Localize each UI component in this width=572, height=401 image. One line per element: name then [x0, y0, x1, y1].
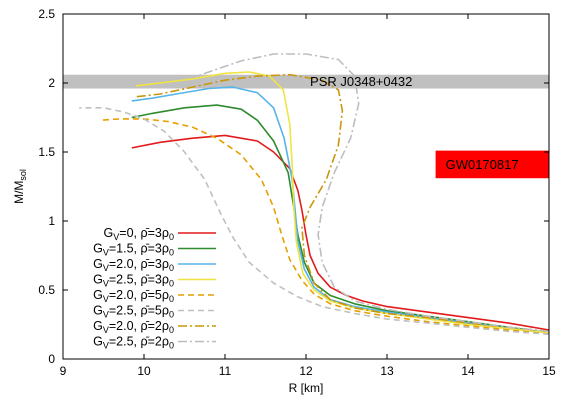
legend-rho: ρ̄	[140, 273, 149, 287]
legend-text: =3ρ	[148, 257, 169, 271]
legend-text: G	[93, 335, 103, 349]
legend-sub: 0	[169, 294, 174, 304]
series-layer	[79, 53, 550, 335]
axis-titles: R [km] M/Msol	[12, 169, 323, 395]
legend-label-4: GV=2.5, ρ̄=3ρ0	[93, 273, 174, 289]
legend-rho: ρ̄	[140, 335, 149, 349]
y-tick-label: 1	[48, 214, 55, 228]
x-tick-label: 15	[542, 364, 556, 378]
legend-sub: V	[103, 310, 109, 320]
gw-band-label: GW0170817	[446, 157, 519, 172]
series-line-1	[131, 134, 550, 331]
legend-rho: ρ̄	[140, 242, 149, 256]
legend-label-2: GV=1.5, ρ̄=3ρ0	[93, 242, 174, 258]
legend-sub: 0	[169, 232, 174, 242]
legend-rho: ρ̄	[140, 257, 149, 271]
gw-band	[435, 150, 549, 179]
legend-label-3: GV=2.0, ρ̄=3ρ0	[93, 257, 174, 273]
legend-rho: ρ̄	[140, 226, 149, 240]
legend-text: =5ρ	[148, 304, 169, 318]
legend-sub: 0	[169, 310, 174, 320]
y-tick-label: 1.5	[38, 145, 55, 159]
legend-text: G	[93, 242, 103, 256]
legend-text: G	[93, 304, 103, 318]
legend-label-1: GV=0, ρ̄=3ρ0	[104, 226, 174, 242]
y-tick-label: 2	[48, 76, 55, 90]
legend-text: G	[93, 273, 103, 287]
y-axis-title: M/Msol	[12, 169, 28, 204]
x-tick-label: 13	[380, 364, 394, 378]
y-axis-title-main: M/M	[12, 181, 26, 204]
legend-text: =2.0,	[109, 288, 141, 302]
bands-layer	[63, 74, 549, 179]
ticks-layer: 9 10 11 12 13 14 15 0 0.5 1 1.5 2 2.5	[38, 7, 556, 378]
y-tick-label: 0.5	[38, 283, 55, 297]
legend-sub: V	[103, 325, 109, 335]
series-line-6	[79, 107, 550, 335]
x-tick-label: 10	[137, 364, 151, 378]
legend-text: =0,	[119, 226, 140, 240]
legend-sub: 0	[169, 341, 174, 351]
legend-text: =3ρ	[148, 242, 169, 256]
psr-band	[63, 74, 549, 89]
legend-text: =5ρ	[148, 288, 169, 302]
legend-text: =2.5,	[109, 273, 141, 287]
series-line-7	[135, 73, 550, 333]
legend-sub: 0	[169, 279, 174, 289]
x-tick-label: 9	[60, 364, 67, 378]
legend-label-5: GV=2.0, ρ̄=5ρ0	[93, 288, 174, 304]
legend-sub: 0	[169, 248, 174, 258]
legend-sub: V	[103, 263, 109, 273]
legend-rho: ρ̄	[140, 304, 149, 318]
legend-text: =2.5,	[109, 335, 141, 349]
legend-text: =2.0,	[109, 319, 141, 333]
legend-rho: ρ̄	[140, 288, 149, 302]
x-tick-label: 11	[219, 364, 232, 378]
legend-rho: ρ̄	[140, 319, 149, 333]
series-line-4	[135, 71, 550, 334]
legend-text: =2.5,	[109, 304, 141, 318]
legend-label-8: GV=2.5, ρ̄=2ρ0	[93, 335, 174, 351]
legend-sub: V	[103, 279, 109, 289]
legend-text: =3ρ	[148, 273, 169, 287]
legend-label-6: GV=2.5, ρ̄=5ρ0	[93, 304, 174, 320]
legend-text: =2.0,	[109, 257, 141, 271]
series-line-8	[192, 53, 550, 333]
legend-text: =1.5,	[109, 242, 141, 256]
series-line-5	[99, 118, 550, 335]
band-labels-layer: PSR J0348+0432 GW0170817	[310, 74, 519, 172]
legend-sub: V	[103, 294, 109, 304]
legend-text: G	[93, 257, 103, 271]
legend-text: =2ρ	[148, 335, 169, 349]
legend-text: G	[93, 319, 103, 333]
legend-label-7: GV=2.0, ρ̄=2ρ0	[93, 319, 174, 335]
legend-sub: V	[103, 341, 109, 351]
legend-text: G	[104, 226, 114, 240]
x-tick-label: 12	[299, 364, 313, 378]
x-axis-title: R [km]	[289, 381, 324, 395]
legend-sub: V	[103, 248, 109, 258]
legend-text: =3ρ	[148, 226, 169, 240]
legend-text: =2ρ	[148, 319, 169, 333]
psr-band-label: PSR J0348+0432	[310, 74, 412, 89]
legend-sub: 0	[169, 263, 174, 273]
y-axis-title-sub: sol	[18, 169, 28, 181]
series-line-3	[131, 86, 550, 334]
x-tick-label: 14	[461, 364, 475, 378]
y-tick-label: 0	[48, 352, 55, 366]
legend-sub: V	[113, 232, 119, 242]
legend-text: G	[93, 288, 103, 302]
y-tick-label: 2.5	[38, 7, 55, 21]
legend-sub: 0	[169, 325, 174, 335]
